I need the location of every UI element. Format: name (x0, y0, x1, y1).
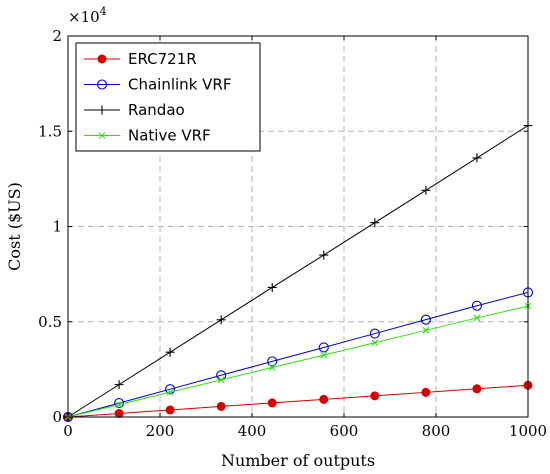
data-point-erc721r (165, 405, 175, 415)
data-point-native-vrf (422, 326, 430, 334)
data-point-randao (267, 282, 277, 292)
data-point-chainlink-vrf (318, 342, 329, 353)
legend-item-randao: Randao (84, 101, 185, 119)
data-point-randao (319, 250, 329, 260)
legend-item-native-vrf: Native VRF (84, 127, 211, 145)
series-line-randao (67, 125, 529, 418)
data-point-native-vrf (268, 364, 276, 371)
y-tick-label: 0 (52, 408, 62, 426)
data-point-native-vrf (166, 388, 174, 396)
data-point-erc721r (114, 408, 124, 418)
x-tick-label: 600 (330, 422, 359, 440)
data-point-chainlink-vrf (165, 384, 176, 395)
series-line-erc721r (67, 384, 529, 418)
y-axis-multiplier-exponent: 4 (100, 5, 107, 18)
data-point-erc721r (319, 394, 329, 404)
data-point-native-vrf (217, 376, 225, 384)
data-point-native-vrf (115, 401, 123, 409)
legend-swatch-marker (96, 79, 108, 90)
y-tick-label: 2 (52, 27, 62, 45)
x-tick-label: 1000 (509, 422, 547, 440)
legend-label: Chainlink VRF (128, 76, 231, 94)
data-point-native-vrf (320, 351, 328, 359)
series-randao (63, 121, 533, 422)
series-erc721r (63, 380, 533, 422)
x-tick-label: 200 (146, 422, 175, 440)
data-point-randao (114, 380, 124, 390)
data-point-native-vrf (371, 339, 379, 347)
x-axis-label: Number of outputs (221, 451, 375, 470)
data-point-chainlink-vrf (420, 314, 431, 325)
legend-label: Native VRF (128, 127, 211, 145)
data-point-chainlink-vrf (471, 300, 482, 311)
legend-item-erc721r: ERC721R (84, 50, 197, 68)
y-tick-label: 0.5 (38, 313, 62, 331)
legend: ERC721R Chainlink VRF Randao Native VRF (75, 42, 261, 152)
legend-label: Randao (128, 101, 185, 119)
y-axis-multiplier: ×104 (68, 5, 107, 26)
legend-item-chainlink-vrf: Chainlink VRF (84, 76, 231, 94)
data-point-erc721r (472, 384, 482, 394)
legend-swatch-marker (98, 132, 106, 139)
series-native-vrf (64, 302, 532, 421)
data-point-randao (472, 153, 482, 163)
data-point-randao (165, 347, 175, 357)
legend-swatch-marker (97, 54, 107, 64)
y-tick-label: 1 (52, 218, 62, 236)
y-axis-label: Cost ($US) (5, 182, 24, 271)
x-tick-label: 800 (422, 422, 451, 440)
data-point-randao (216, 315, 226, 325)
data-point-chainlink-vrf (267, 356, 278, 367)
data-point-erc721r (370, 391, 380, 401)
y-tick-label: 1.5 (38, 122, 62, 140)
series-line-native-vrf (67, 305, 529, 418)
data-point-randao (370, 218, 380, 228)
x-tick-label: 0 (63, 422, 73, 440)
data-point-randao (421, 185, 431, 195)
data-point-chainlink-vrf (369, 328, 380, 339)
legend-box (75, 42, 261, 152)
series-line-chainlink-vrf (67, 291, 529, 418)
series-layer (62, 121, 534, 423)
data-point-native-vrf (473, 314, 481, 322)
legend-label: ERC721R (128, 50, 197, 68)
data-point-erc721r (267, 398, 277, 408)
data-point-erc721r (421, 387, 431, 397)
axis-ticks: 0 200 400 600 800 1000 0 0.5 1 1.5 2 (38, 27, 547, 440)
x-tick-label: 400 (238, 422, 267, 440)
legend-swatch-marker (97, 105, 107, 115)
data-point-erc721r (216, 401, 226, 411)
